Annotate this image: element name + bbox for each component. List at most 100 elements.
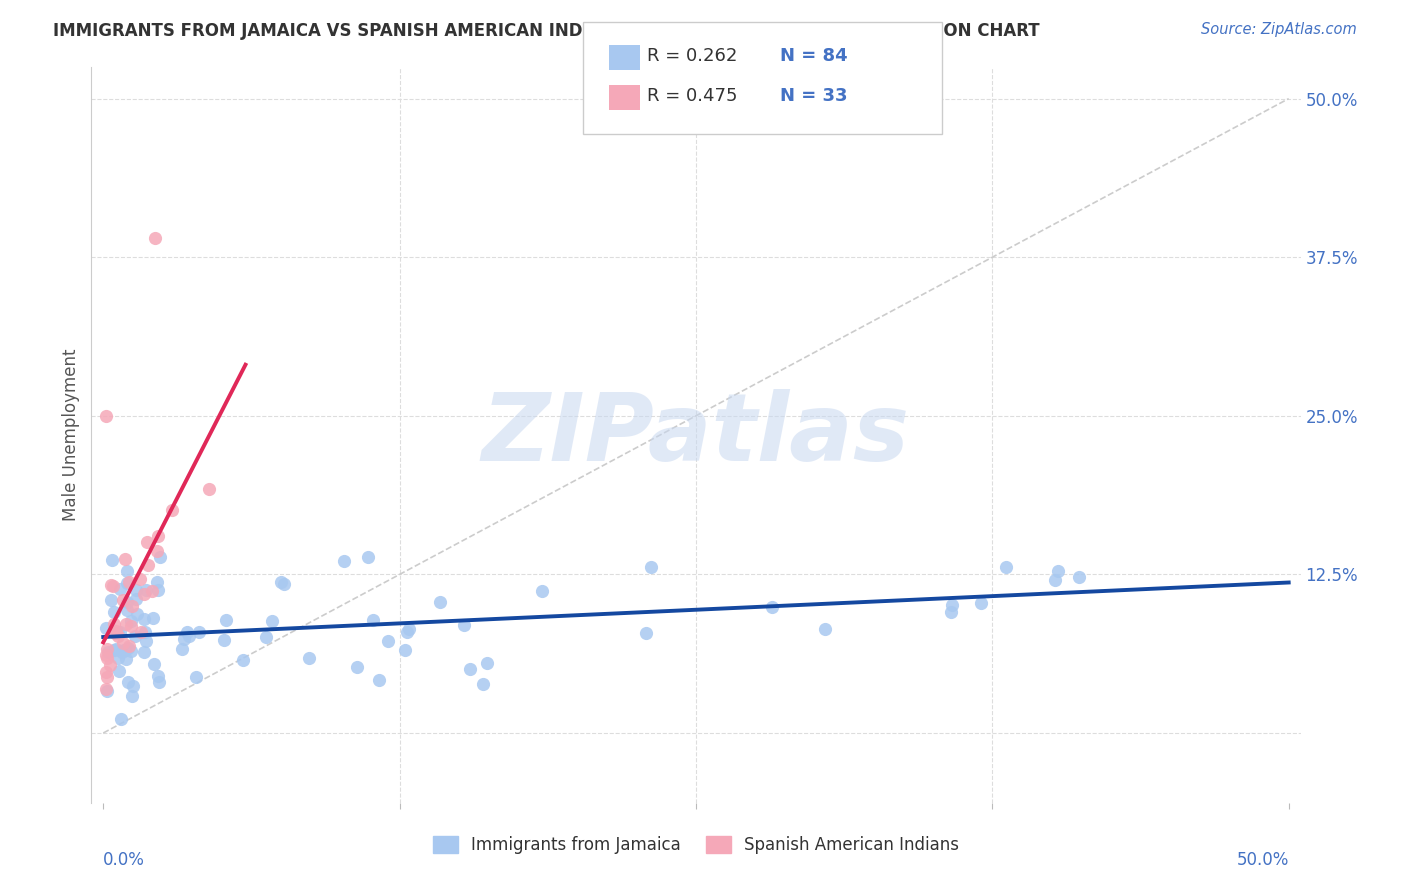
Point xyxy=(429,594,451,608)
Point xyxy=(458,662,481,676)
Text: R = 0.475: R = 0.475 xyxy=(647,87,737,105)
Point xyxy=(273,577,295,591)
Point xyxy=(1043,573,1066,587)
Point xyxy=(117,595,139,609)
Text: ZIPatlas: ZIPatlas xyxy=(482,389,910,481)
Point xyxy=(368,673,391,687)
Point xyxy=(260,614,283,628)
Point xyxy=(101,553,124,567)
Point xyxy=(160,503,183,517)
Point xyxy=(94,681,117,696)
Point xyxy=(994,560,1017,574)
Point xyxy=(103,617,125,632)
Point xyxy=(1067,570,1090,584)
Point xyxy=(103,626,125,640)
Point xyxy=(361,613,384,627)
Point xyxy=(141,584,163,599)
Point xyxy=(814,622,837,636)
Point xyxy=(98,657,121,672)
Point xyxy=(117,641,139,656)
Legend: Immigrants from Jamaica, Spanish American Indians: Immigrants from Jamaica, Spanish America… xyxy=(426,830,966,861)
Point xyxy=(146,529,169,543)
Point xyxy=(232,653,254,667)
Point xyxy=(531,583,554,598)
Point xyxy=(111,592,134,607)
Text: R = 0.262: R = 0.262 xyxy=(647,47,737,65)
Point xyxy=(100,593,122,607)
Point xyxy=(135,634,157,648)
Text: 0.0%: 0.0% xyxy=(103,851,145,869)
Point xyxy=(135,583,157,598)
Point xyxy=(115,652,138,666)
Text: Source: ZipAtlas.com: Source: ZipAtlas.com xyxy=(1201,22,1357,37)
Point xyxy=(394,642,416,657)
Point xyxy=(176,625,198,640)
Point xyxy=(132,587,155,601)
Point xyxy=(141,611,163,625)
Point xyxy=(122,679,145,693)
Point xyxy=(115,564,138,578)
Point xyxy=(941,598,963,612)
Point xyxy=(186,670,208,684)
Point xyxy=(103,606,125,620)
Point xyxy=(346,660,368,674)
Point xyxy=(270,575,292,590)
Point xyxy=(100,578,122,592)
Point xyxy=(640,560,662,574)
Text: IMMIGRANTS FROM JAMAICA VS SPANISH AMERICAN INDIAN MALE UNEMPLOYMENT CORRELATION: IMMIGRANTS FROM JAMAICA VS SPANISH AMERI… xyxy=(53,22,1040,40)
Point xyxy=(939,605,962,619)
Point xyxy=(136,535,159,549)
Point xyxy=(120,615,142,629)
Point xyxy=(120,619,142,633)
Point xyxy=(761,600,783,615)
Point xyxy=(172,642,194,657)
Point xyxy=(148,675,170,690)
Point xyxy=(143,657,166,671)
Point xyxy=(129,625,152,640)
Point xyxy=(129,572,152,586)
Point xyxy=(215,613,238,627)
Point xyxy=(254,630,277,644)
Point xyxy=(179,629,201,643)
Point xyxy=(132,645,155,659)
Point xyxy=(124,591,146,606)
Point xyxy=(475,657,498,671)
Point xyxy=(120,644,142,658)
Point xyxy=(96,684,118,698)
Point xyxy=(110,712,132,726)
Point xyxy=(115,616,138,631)
Point xyxy=(636,626,658,640)
Point xyxy=(105,624,128,639)
Point xyxy=(398,622,420,636)
Point xyxy=(118,574,141,589)
Point xyxy=(197,483,219,497)
Point xyxy=(121,689,143,703)
Point xyxy=(114,643,136,657)
Point xyxy=(118,639,141,653)
Point xyxy=(108,624,131,639)
Point xyxy=(96,670,118,684)
Point xyxy=(107,629,129,643)
Point xyxy=(453,618,475,632)
Point xyxy=(187,624,209,639)
Point xyxy=(108,665,131,679)
Point xyxy=(149,550,172,565)
Point xyxy=(97,645,120,659)
Point xyxy=(96,641,118,656)
Point xyxy=(298,651,321,665)
Point xyxy=(127,607,149,621)
Point xyxy=(357,550,380,565)
Point xyxy=(124,582,146,597)
Point xyxy=(148,669,170,683)
Point xyxy=(114,643,136,657)
Point xyxy=(136,558,159,573)
Point xyxy=(103,578,125,592)
Point xyxy=(107,626,129,640)
Point xyxy=(96,650,118,665)
Point xyxy=(377,634,399,648)
Point xyxy=(146,583,169,598)
Text: N = 84: N = 84 xyxy=(780,47,848,65)
Point xyxy=(104,642,127,657)
Point xyxy=(970,595,993,609)
Point xyxy=(94,621,117,635)
